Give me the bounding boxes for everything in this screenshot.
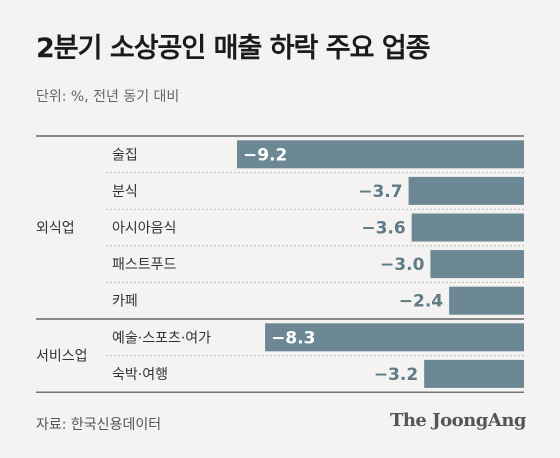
- value-label: −3.7: [358, 182, 402, 202]
- category-label: 분식: [112, 184, 138, 200]
- category-label: 술집: [112, 147, 138, 163]
- value-label: −9.2: [243, 145, 287, 165]
- unit-note: 단위: %, 전년 동기 대비: [36, 89, 180, 105]
- value-label: −3.0: [380, 255, 425, 275]
- bar-3: [411, 213, 524, 242]
- source-note: 자료: 한국신용데이터: [36, 417, 162, 433]
- category-label: 카페: [112, 294, 138, 310]
- chart-title: 2분기 소상공인 매출 하락 주요 업종: [36, 33, 431, 64]
- publisher-logo: The JoongAng: [389, 410, 527, 431]
- bar-4: [430, 250, 524, 279]
- value-label: −3.6: [361, 219, 405, 239]
- group-label: 외식업: [36, 221, 75, 237]
- group-label: 서비스업: [36, 349, 88, 365]
- bar-1: [237, 140, 524, 169]
- value-label: −3.2: [374, 365, 418, 385]
- category-label: 숙박·여행: [112, 367, 168, 383]
- category-label: 예술·스포츠·여가: [112, 330, 211, 346]
- bar-6: [265, 323, 524, 352]
- bar-2: [408, 176, 524, 205]
- value-label: −2.4: [399, 292, 444, 312]
- bar-5: [449, 286, 524, 315]
- category-label: 아시아음식: [112, 221, 176, 237]
- bar-7: [424, 359, 524, 388]
- value-label: −8.3: [271, 328, 315, 348]
- category-label: 패스트푸드: [112, 257, 177, 273]
